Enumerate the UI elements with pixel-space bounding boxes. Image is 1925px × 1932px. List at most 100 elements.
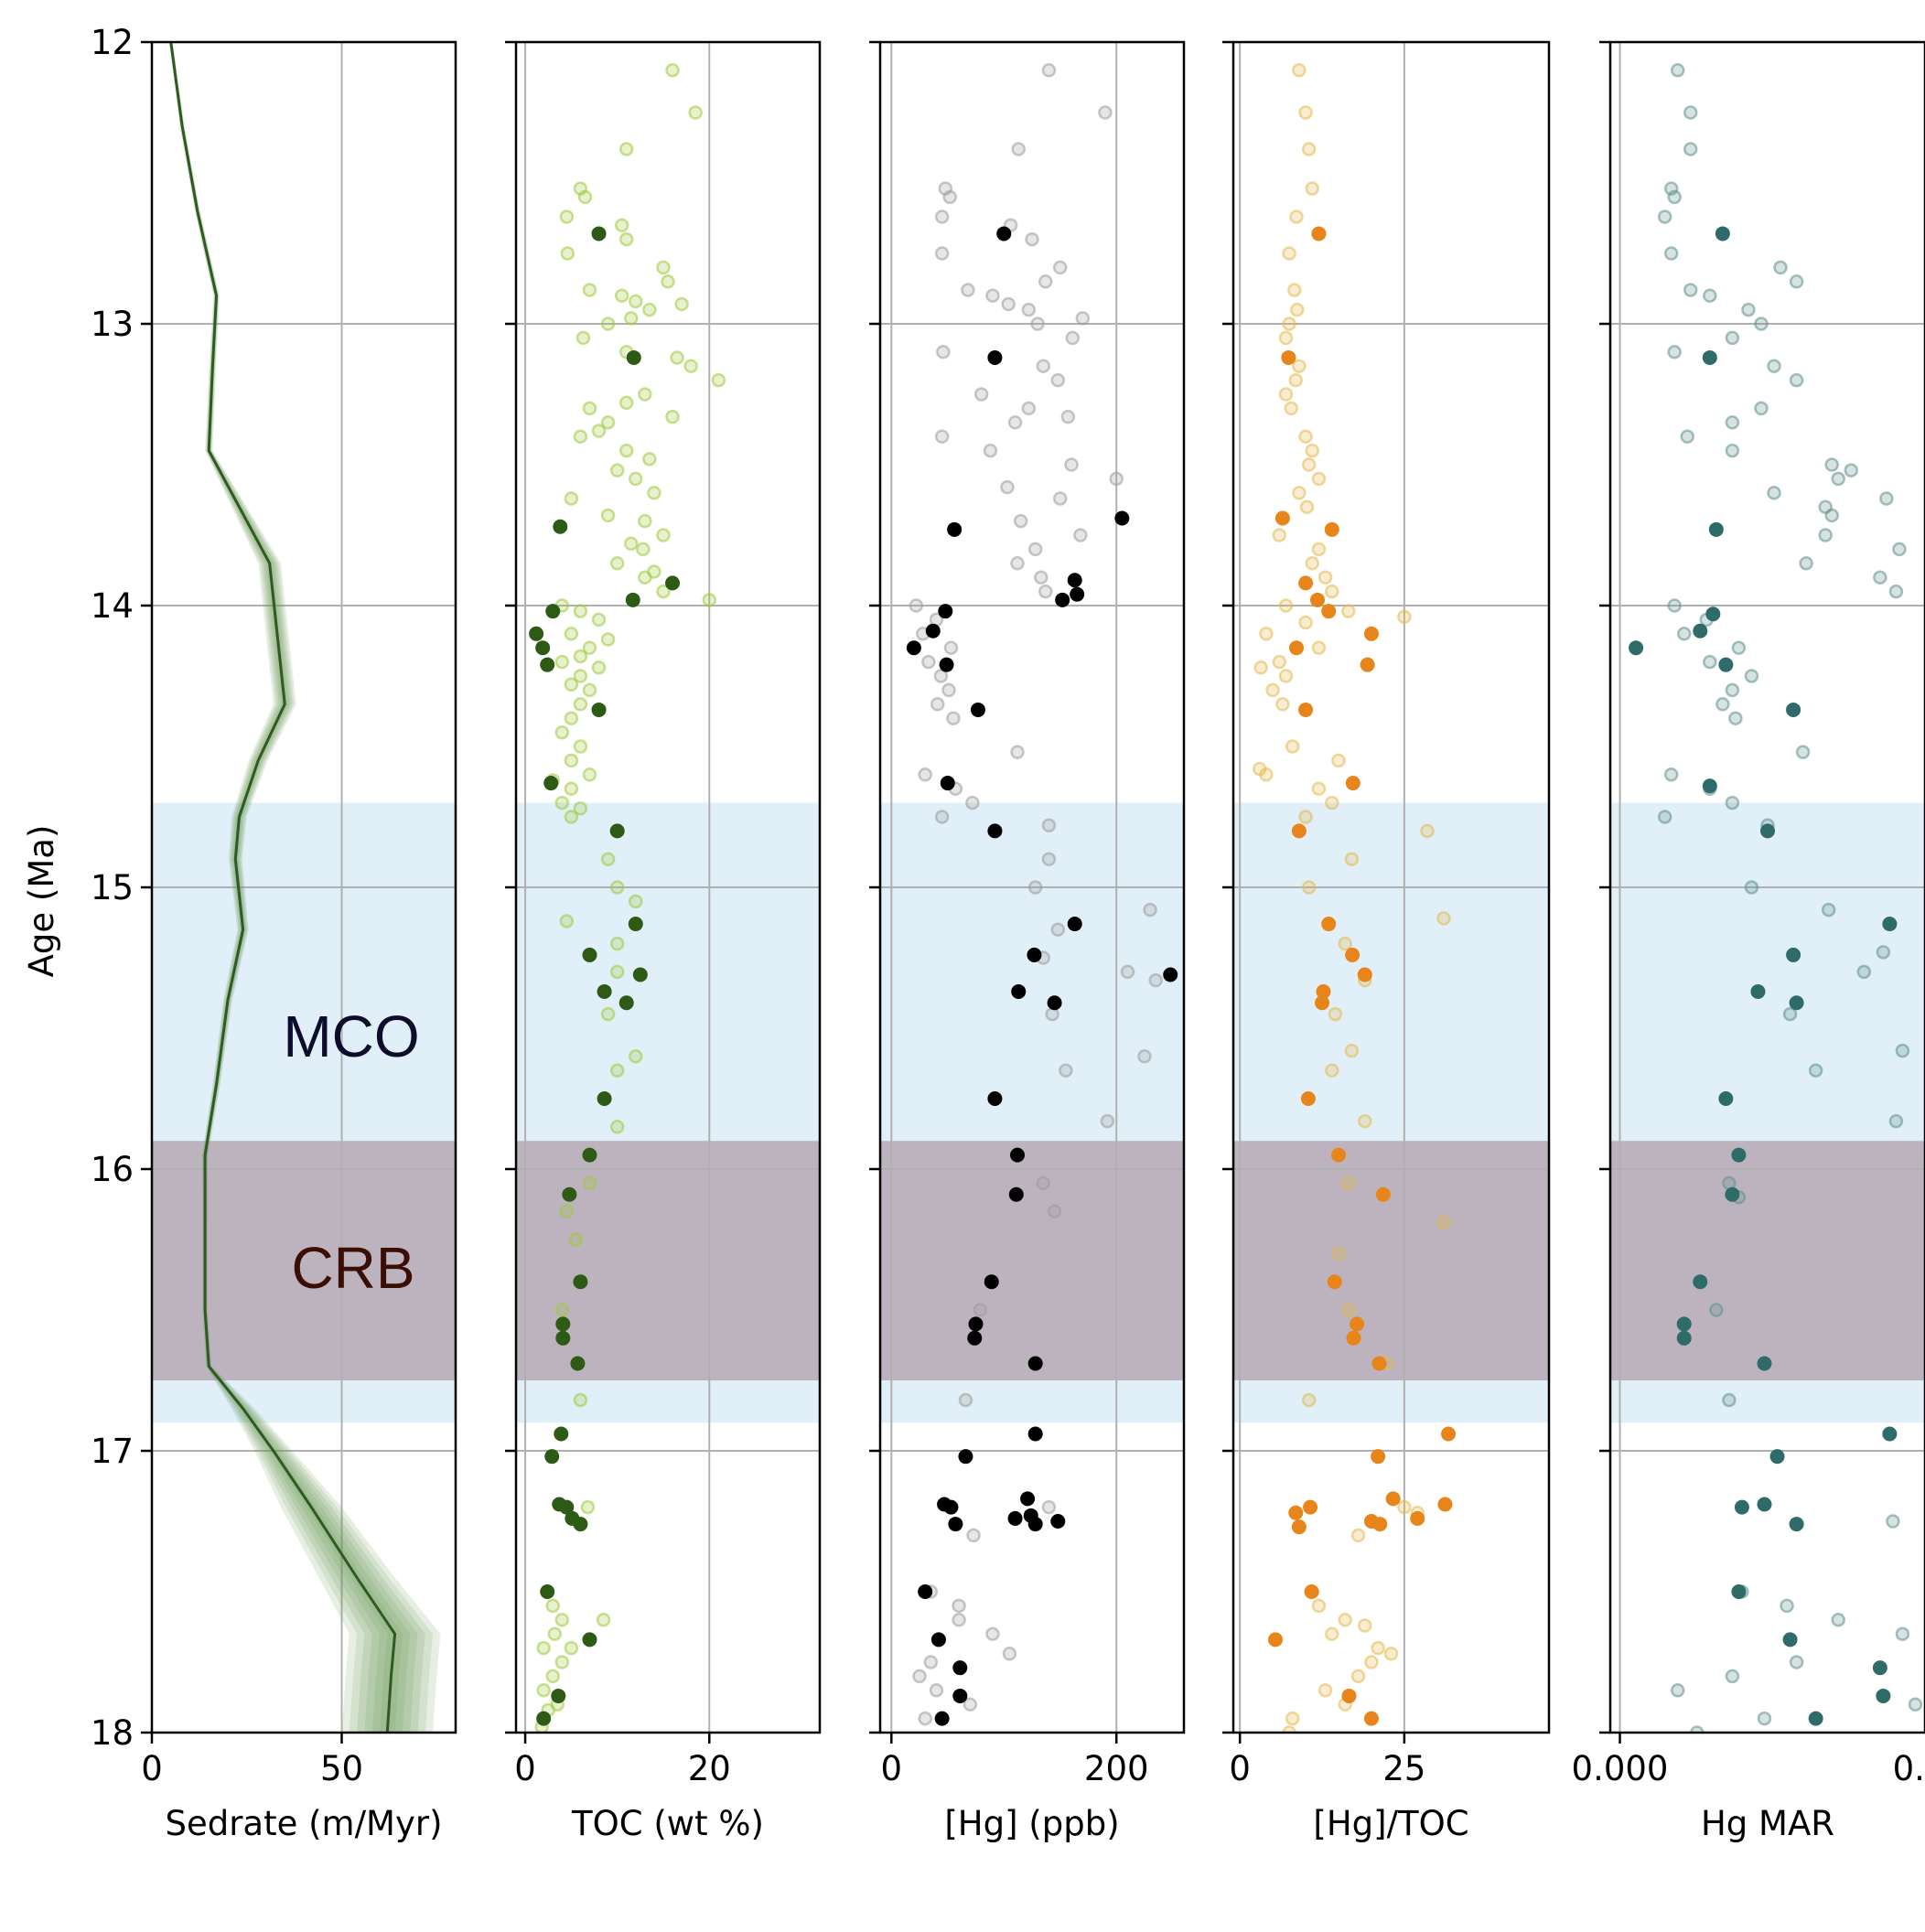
data-point <box>985 288 1000 303</box>
data-point <box>1311 471 1327 487</box>
data-point <box>674 296 689 312</box>
data-point <box>1025 231 1039 247</box>
data-point <box>1663 246 1679 261</box>
data-point <box>1754 317 1769 331</box>
data-point <box>1350 1669 1366 1684</box>
highlight-point <box>1027 1517 1043 1532</box>
highlight-point <box>1789 995 1804 1011</box>
highlight-point <box>1067 917 1082 932</box>
data-point <box>918 767 932 782</box>
data-point <box>1052 491 1068 506</box>
data-point <box>934 810 950 824</box>
data-point <box>1021 302 1037 317</box>
data-point <box>1021 401 1037 416</box>
highlight-point <box>1705 606 1721 622</box>
data-point <box>1725 682 1740 698</box>
y-tick-label: 18 <box>91 1713 134 1753</box>
data-point <box>1657 810 1672 824</box>
sedrate-line <box>169 42 397 1733</box>
highlight-point <box>1345 947 1360 962</box>
highlight-point <box>582 1147 597 1163</box>
data-point <box>547 1626 563 1641</box>
data-point <box>1325 795 1339 810</box>
data-point <box>1683 283 1698 297</box>
data-point <box>1676 627 1692 641</box>
data-point <box>1285 1711 1300 1726</box>
highlight-point <box>1055 592 1070 607</box>
data-point <box>1278 387 1294 402</box>
data-point <box>545 1598 560 1614</box>
data-point <box>1371 1640 1385 1656</box>
highlight-point <box>952 1660 968 1676</box>
data-point <box>1298 429 1313 444</box>
plot-area <box>880 42 1184 1733</box>
highlight-point <box>618 995 634 1011</box>
data-point <box>1098 105 1113 120</box>
data-point <box>1818 528 1833 542</box>
highlight-point <box>1676 1316 1692 1332</box>
highlight-point <box>1281 349 1296 365</box>
highlight-point <box>1718 657 1734 672</box>
highlight-point <box>573 1274 588 1290</box>
plot-area <box>152 42 456 1733</box>
data-point <box>1663 767 1679 782</box>
highlight-point <box>1288 1505 1304 1520</box>
data-point <box>936 345 951 360</box>
data-point <box>1002 1647 1017 1661</box>
data-point <box>642 452 657 467</box>
panel-5: 0.000 0.001 Hg MAR <box>1572 40 1925 1843</box>
band-mco <box>880 802 1184 1423</box>
data-point <box>930 697 945 712</box>
data-point <box>1341 1175 1356 1191</box>
data-point <box>1034 570 1049 585</box>
data-point <box>962 1697 978 1712</box>
data-point <box>1045 1006 1059 1022</box>
data-point <box>1311 542 1327 557</box>
data-point <box>1789 1655 1804 1669</box>
highlight-point <box>943 1499 959 1515</box>
highlight-point <box>925 623 941 639</box>
data-point <box>1364 1655 1379 1669</box>
y-tick-label: 17 <box>91 1432 134 1471</box>
data-point <box>1436 1215 1451 1230</box>
data-point <box>1728 711 1743 725</box>
data-point <box>629 471 643 487</box>
data-point <box>1298 615 1313 630</box>
highlight-point <box>1715 226 1730 242</box>
x-axis-label: [Hg] (ppb) <box>944 1804 1119 1843</box>
highlight-point <box>1363 626 1379 641</box>
highlight-point <box>939 657 954 672</box>
data-point <box>1278 330 1294 346</box>
x-tick-label: 0.000 <box>1572 1749 1669 1788</box>
data-point <box>1358 1113 1372 1129</box>
data-point <box>1137 1049 1152 1064</box>
data-point <box>1311 1598 1327 1614</box>
highlight-point <box>1298 575 1314 591</box>
highlight-point <box>1291 1519 1307 1535</box>
highlight-point <box>1311 226 1327 242</box>
highlight-point <box>1757 1356 1772 1371</box>
data-point <box>1041 63 1057 78</box>
data-point <box>1725 443 1740 458</box>
data-point <box>1050 922 1066 937</box>
panel-3: 0 200 [Hg] (ppb) <box>869 40 1186 1843</box>
data-point <box>1383 1647 1399 1661</box>
highlight-point <box>1304 1584 1319 1599</box>
data-point <box>1143 902 1157 918</box>
highlight-point <box>591 702 607 717</box>
data-point <box>1725 415 1740 430</box>
data-point <box>1259 767 1274 782</box>
data-point <box>573 1392 588 1408</box>
data-point <box>1298 810 1313 824</box>
data-point <box>1305 181 1319 196</box>
highlight-point <box>1371 1356 1387 1371</box>
data-point <box>545 1669 560 1684</box>
data-point <box>624 536 639 551</box>
highlight-point <box>1114 510 1130 526</box>
data-point <box>1301 142 1317 156</box>
data-point <box>564 753 579 768</box>
highlight-point <box>1345 776 1360 791</box>
data-point <box>559 914 575 928</box>
